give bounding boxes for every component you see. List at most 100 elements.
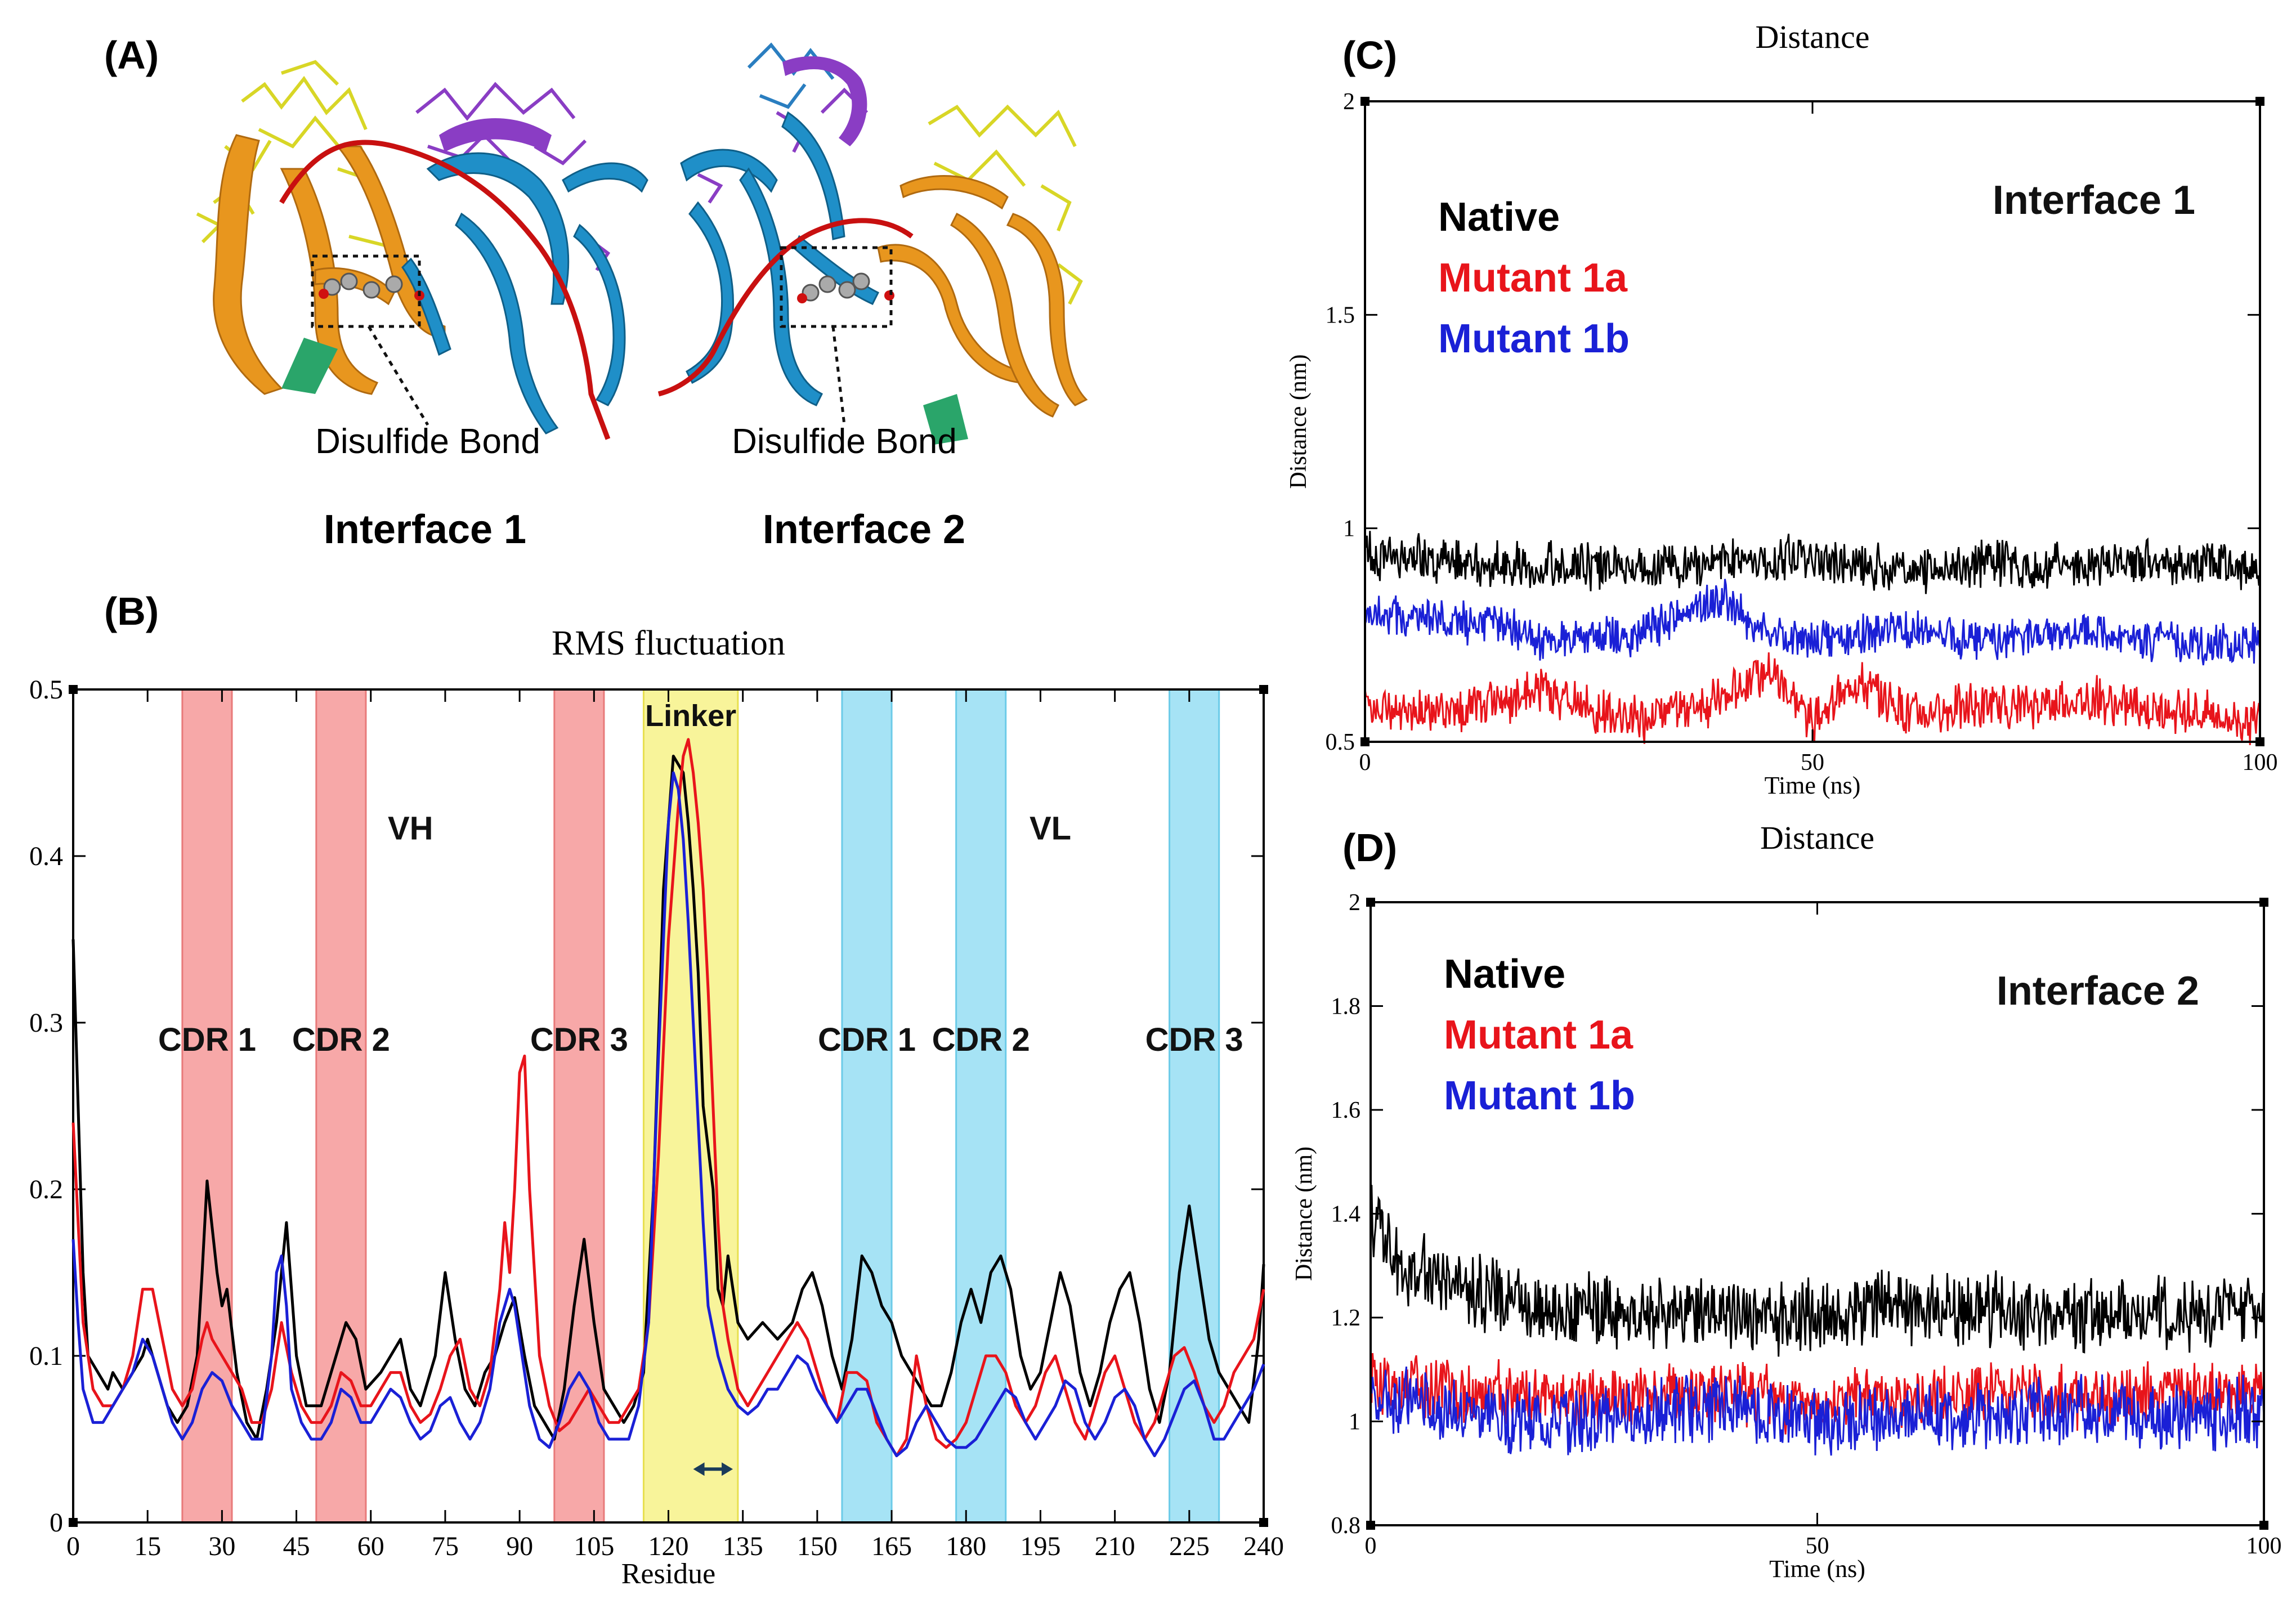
disulfide-label-1: Disulfide Bond	[315, 422, 540, 461]
x-tick-label: 60	[357, 1531, 384, 1561]
blue-sidechains	[747, 42, 835, 109]
y-tick-label: 1.2	[1331, 1305, 1361, 1331]
cdr-label: CDR 1	[158, 1022, 256, 1058]
y-tick-label: 2	[1349, 890, 1360, 916]
structure-interface-1: Disulfide Bond Interface 1	[196, 60, 648, 552]
legend-entry-mutant-1a: Mutant 1a	[1438, 256, 1628, 301]
y-tick-label: 1.6	[1331, 1098, 1361, 1123]
series-trace-mutant-1b	[1364, 579, 2261, 666]
x-tick-label: 240	[1243, 1531, 1284, 1561]
x-tick-label: 105	[574, 1531, 614, 1561]
y-tick-label: 0.4	[29, 841, 63, 871]
y-tick-label: 1	[1349, 1409, 1360, 1435]
x-tick-label: 120	[648, 1531, 689, 1561]
cdr-label: CDR 3	[530, 1022, 628, 1058]
panel-label-a: (A)	[104, 33, 159, 77]
corner-marker	[69, 685, 78, 694]
y-tick-label: 1.8	[1331, 994, 1361, 1020]
y-tick-label: 0.5	[1326, 729, 1355, 755]
y-axis-label: Distance (nm)	[1291, 1146, 1317, 1281]
green-strand-2	[923, 394, 968, 445]
x-tick-label: 15	[134, 1531, 161, 1561]
corner-marker	[1259, 685, 1268, 694]
series-trace-native	[1369, 1185, 2265, 1357]
distance-chart-interface-2: Distance 0 50 100 0.8 1 1.2 1.4 1.6 1.8 2 Time (ns)…	[1291, 819, 2282, 1583]
legend-entry-mutant-1b: Mutant 1b	[1444, 1073, 1635, 1118]
legend-entry-mutant-1b: Mutant 1b	[1438, 316, 1630, 361]
panel-label-c: (C)	[1342, 33, 1397, 77]
cdr-label: CDR 3	[1145, 1022, 1243, 1058]
x-tick-label: 50	[1801, 750, 1824, 776]
x-tick-label: 180	[946, 1531, 986, 1561]
x-tick-label: 100	[2246, 1533, 2282, 1559]
x-tick-label: 45	[283, 1531, 310, 1561]
chart-title: Distance	[1756, 19, 1870, 55]
x-axis-label: Time (ns)	[1769, 1555, 1865, 1583]
x-axis-label: Time (ns)	[1765, 772, 1861, 799]
annotation-leader-line	[367, 325, 429, 426]
y-axis-label: Distance (nm)	[1286, 354, 1312, 489]
x-tick-label: 135	[723, 1531, 763, 1561]
x-axis-label: Residue	[621, 1558, 716, 1590]
region-label: VH	[388, 810, 433, 846]
y-tick-label: 1.5	[1326, 302, 1355, 328]
blue-ribbon	[401, 152, 648, 435]
y-tick-label: 0.1	[29, 1341, 63, 1371]
purple-sidechains	[415, 82, 611, 271]
interface-annotation: Interface 1	[1993, 178, 2195, 223]
disulfide-atoms	[319, 272, 424, 301]
x-tick-label: 100	[2243, 750, 2278, 776]
y-tick-label: 0.8	[1331, 1513, 1361, 1539]
red-linker	[279, 140, 611, 440]
legend-entry-mutant-1a: Mutant 1a	[1444, 1013, 1633, 1058]
linker-arrow-head-left	[693, 1462, 705, 1476]
panel-label-b: (B)	[104, 589, 159, 633]
yellow-sidechains-2	[928, 104, 1083, 305]
x-tick-label: 225	[1169, 1531, 1210, 1561]
series-trace-mutant-1b	[1369, 1367, 2265, 1456]
orange-ribbon-2	[877, 175, 1088, 418]
cdr-band-vl-3	[1169, 688, 1220, 1524]
chart-title: Distance	[1760, 819, 1874, 856]
legend-entry-native: Native	[1438, 195, 1560, 240]
corner-marker	[1259, 1518, 1268, 1527]
series-trace-native	[1364, 531, 2261, 594]
structure-interface-2: Disulfide Bond Interface 2	[657, 42, 1088, 552]
interface-annotation: Interface 2	[1997, 969, 2199, 1014]
x-tick-label: 30	[208, 1531, 235, 1561]
disulfide-box-2	[780, 246, 893, 328]
y-tick-label: 1	[1343, 516, 1355, 542]
distance-chart-interface-1: Distance 0 50 100 0.5 1 1.5 2 Time (ns) Distance …	[1286, 19, 2278, 799]
x-tick-label: 165	[871, 1531, 912, 1561]
disulfide-label-2: Disulfide Bond	[732, 422, 957, 461]
cdr-label: CDR 2	[932, 1022, 1030, 1058]
interface-caption-2: Interface 2	[763, 507, 965, 552]
panel-label-d: (D)	[1342, 826, 1397, 870]
interface-caption-1: Interface 1	[324, 507, 526, 552]
cdr-label: CDR 1	[818, 1022, 916, 1058]
cdr-band-vh-2	[315, 688, 367, 1524]
x-tick-label: 75	[432, 1531, 459, 1561]
x-tick-label: 150	[797, 1531, 838, 1561]
x-tick-label: 0	[66, 1531, 80, 1561]
y-tick-label: 0.3	[29, 1008, 63, 1038]
y-tick-label: 2	[1343, 89, 1355, 115]
series-line-mutant-1b	[71, 771, 1265, 1458]
y-tick-label: 0	[50, 1508, 63, 1538]
y-tick-label: 0.2	[29, 1175, 63, 1204]
series-line-mutant-1a	[71, 738, 1265, 1458]
red-linker-2	[657, 218, 914, 397]
green-strand	[281, 338, 338, 394]
x-tick-label: 210	[1095, 1531, 1135, 1561]
x-tick-label: 50	[1806, 1533, 1829, 1559]
x-tick-label: 0	[1365, 1533, 1377, 1559]
rmsf-chart: RMS fluctuation 0 15 30 45 60 75 90 105 120 135 150…	[29, 624, 1284, 1590]
region-label: VL	[1030, 810, 1071, 846]
purple-sidechains-2	[697, 87, 869, 204]
purple-ribbon	[439, 118, 552, 152]
cdr-band-vl-2	[955, 688, 1007, 1524]
y-tick-label: 1.4	[1331, 1202, 1361, 1228]
disulfide-box	[311, 254, 421, 328]
legend-entry-native: Native	[1444, 952, 1565, 997]
disulfide-atoms-2	[797, 272, 894, 303]
